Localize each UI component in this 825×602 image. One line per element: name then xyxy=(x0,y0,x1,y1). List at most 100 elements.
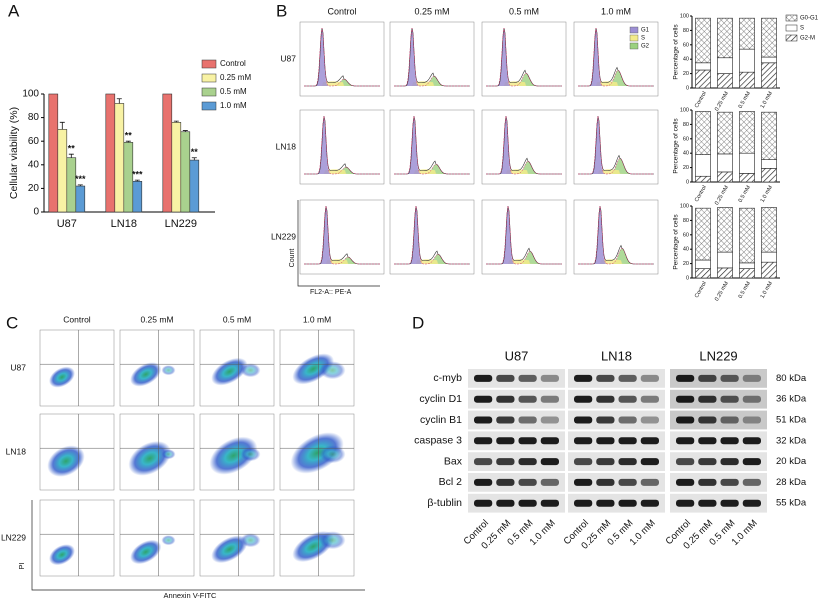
row-label: LN229 xyxy=(271,231,296,241)
legend-label: G2 xyxy=(641,44,650,50)
band xyxy=(676,395,695,403)
legend-label: Control xyxy=(220,59,246,68)
y-tick-label: 40 xyxy=(683,247,689,253)
histogram-frame xyxy=(389,21,475,97)
quadrant-lines xyxy=(40,414,114,490)
quadrant-lines xyxy=(200,330,274,406)
fit-line xyxy=(304,115,380,175)
cell-cloud xyxy=(130,539,162,565)
histogram-outline xyxy=(486,205,562,265)
x-tick-label: 0.25 mM xyxy=(714,280,730,302)
stacked-segment xyxy=(761,111,777,160)
axis-label: FL2-A:: PE-A xyxy=(310,289,352,296)
band xyxy=(596,416,615,424)
band xyxy=(474,374,493,382)
g2-peak xyxy=(394,164,470,174)
error-bar xyxy=(173,120,179,123)
stacked-segment xyxy=(717,111,733,155)
y-tick-label: 60 xyxy=(683,232,689,238)
axis-label: PI xyxy=(17,562,26,569)
quadrant-lines xyxy=(120,414,194,490)
band xyxy=(676,499,695,507)
legend-label: 0.5 mM xyxy=(220,87,247,96)
band xyxy=(698,499,717,507)
y-tick-label: 20 xyxy=(683,261,689,267)
western-blot-panel: U87 LN18 LN229 c-myb 80 kDa cyclin D1 36 kDa cy… xyxy=(414,348,807,551)
legend-swatch xyxy=(629,42,639,50)
quadrant-lines xyxy=(280,414,354,490)
apoptosis-panel: Control 0.25 mM 0.5 mM 1.0 mM U87 LN18 LN229 PI… xyxy=(1,314,365,600)
y-tick-label: 40 xyxy=(683,57,689,63)
g1-peak xyxy=(578,206,654,264)
stacked-segment xyxy=(695,111,711,155)
dot-plot-frame xyxy=(119,499,195,577)
band xyxy=(540,499,559,507)
x-tick-label: 0.25 mM xyxy=(714,184,730,206)
g1-peak xyxy=(304,116,380,174)
histogram-frame xyxy=(389,109,475,185)
y-tick-label: 40 xyxy=(28,159,40,170)
band xyxy=(518,416,537,424)
g2-peak xyxy=(578,158,654,174)
axis-line xyxy=(297,200,380,287)
protein-label: caspase 3 xyxy=(414,435,462,447)
band xyxy=(496,416,515,424)
band xyxy=(742,499,761,507)
g1-peak xyxy=(304,206,380,264)
stacked-segment xyxy=(695,268,711,279)
fit-line xyxy=(394,205,470,265)
blot-strip xyxy=(670,473,767,492)
band xyxy=(676,437,695,445)
band xyxy=(496,374,515,382)
stacked-segment xyxy=(695,259,711,269)
y-axis-label: Cellular viability (%) xyxy=(8,107,20,199)
x-tick-label: 0.25 mM xyxy=(714,90,730,112)
band xyxy=(540,478,559,486)
band xyxy=(618,437,637,445)
band xyxy=(618,416,637,424)
histogram-outline xyxy=(304,115,380,175)
y-tick-label: 20 xyxy=(683,165,689,171)
histogram-outline xyxy=(486,115,562,175)
legend-label: G1 xyxy=(641,28,650,34)
band xyxy=(698,458,717,466)
stacked-segment xyxy=(717,57,733,74)
blot-strip xyxy=(670,452,767,471)
band xyxy=(742,478,761,486)
band xyxy=(540,437,559,445)
fit-line xyxy=(578,27,654,87)
size-label: 32 kDa xyxy=(776,435,807,446)
stacked-segment xyxy=(695,62,711,71)
blot-strip xyxy=(468,389,565,409)
y-axis-label: Percentage of cells xyxy=(673,214,680,270)
blot-strip xyxy=(670,493,767,513)
fit-line xyxy=(578,205,654,265)
quadrant-lines xyxy=(280,500,354,576)
band xyxy=(742,374,761,382)
size-label: 28 kDa xyxy=(776,477,807,488)
band xyxy=(720,499,739,507)
band xyxy=(518,458,537,466)
band xyxy=(474,395,493,403)
x-tick-label: 0.5 mM xyxy=(738,184,753,203)
y-tick-label: 100 xyxy=(680,107,689,113)
protein-label: Bcl 2 xyxy=(439,476,463,488)
band xyxy=(676,374,695,382)
legend-swatch xyxy=(201,73,217,83)
g1-peak xyxy=(486,28,562,86)
stacked-segment xyxy=(761,159,777,169)
stacked-segment xyxy=(761,17,777,58)
stacked-segment xyxy=(761,207,777,253)
legend-swatch xyxy=(201,59,217,69)
bar xyxy=(132,181,143,213)
blot-strip xyxy=(568,431,665,451)
stacked-segment xyxy=(739,173,755,183)
legend-swatch xyxy=(785,24,798,32)
panel-label: B xyxy=(276,1,287,20)
histogram-frame xyxy=(481,109,567,185)
blot-strip xyxy=(468,369,565,388)
bar xyxy=(105,93,116,213)
bar xyxy=(57,129,68,213)
x-tick-label: 1.0 mM xyxy=(760,184,775,203)
